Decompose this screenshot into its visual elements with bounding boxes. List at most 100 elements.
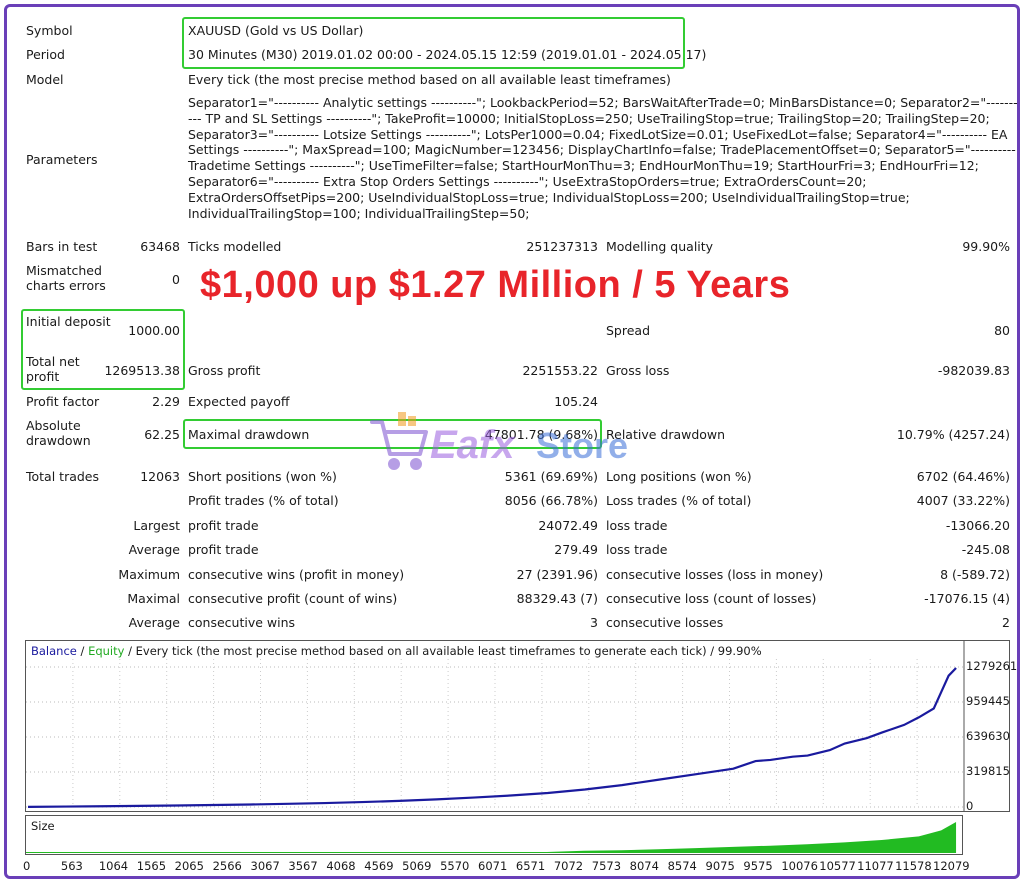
average-profit-value: 279.49	[554, 542, 598, 557]
maximum-label: Maximum	[118, 567, 180, 582]
total-trades-label: Total trades	[26, 469, 100, 484]
x-tick-label: 9575	[743, 859, 773, 873]
gross-profit-value: 2251553.22	[522, 363, 598, 378]
max-consec-wins-label: consecutive wins (profit in money)	[188, 567, 405, 582]
average2-label: Average	[128, 615, 180, 630]
profit-trades-value: 8056 (66.78%)	[504, 493, 598, 508]
avg-consec-losses-value: 2	[1002, 615, 1010, 630]
initial-deposit-label: Initial deposit	[26, 314, 111, 329]
x-tick-label: 563	[60, 859, 83, 873]
loss-trades-value: 4007 (33.22%)	[916, 493, 1010, 508]
largest-loss-value: -13066.20	[945, 518, 1010, 533]
gross-profit-label: Gross profit	[188, 363, 261, 378]
max-consec-losses-label: consecutive losses (loss in money)	[606, 567, 824, 582]
x-tick-label: 11578	[895, 859, 932, 873]
initial-deposit-value: 1000.00	[128, 323, 180, 338]
absolute-drawdown-value: 62.25	[144, 427, 180, 442]
symbol-label: Symbol	[26, 23, 73, 38]
mismatched-value: 0	[172, 272, 180, 287]
ticks-modelled-label: Ticks modelled	[188, 239, 282, 254]
y-tick-label: 1279261	[966, 659, 1018, 673]
long-positions-value: 6702 (64.46%)	[916, 469, 1010, 484]
x-tick-label: 5069	[402, 859, 432, 873]
model-value: Every tick (the most precise method base…	[188, 72, 671, 87]
mismatched-label: Mismatched charts errors	[26, 263, 106, 293]
balance-line	[27, 667, 957, 808]
modelling-quality-label: Modelling quality	[606, 239, 714, 254]
bars-in-test-label: Bars in test	[26, 239, 98, 254]
bars-in-test-value: 63468	[140, 239, 180, 254]
parameters-label: Parameters	[26, 152, 98, 167]
x-tick-label: 5570	[440, 859, 470, 873]
maximal-label: Maximal	[127, 591, 180, 606]
caption-equity: Equity	[88, 644, 125, 658]
x-tick-label: 2566	[212, 859, 242, 873]
x-tick-label: 3067	[250, 859, 280, 873]
x-tick-label: 2065	[174, 859, 204, 873]
x-tick-label: 4068	[326, 859, 356, 873]
balance-chart-caption: Balance / Equity / Every tick (the most …	[31, 644, 762, 658]
average-profit-label: profit trade	[188, 542, 259, 557]
total-net-profit-value: 1269513.38	[104, 363, 180, 378]
x-tick-label: 7573	[591, 859, 622, 873]
short-positions-label: Short positions (won %)	[188, 469, 337, 484]
max-consec-wins-value: 27 (2391.96)	[516, 567, 598, 582]
total-trades-value: 12063	[140, 469, 180, 484]
profit-factor-label: Profit factor	[26, 394, 100, 409]
long-positions-label: Long positions (won %)	[606, 469, 752, 484]
period-label: Period	[26, 47, 65, 62]
largest-loss-label: loss trade	[606, 518, 668, 533]
size-chart-label: Size	[31, 819, 55, 833]
relative-drawdown-label: Relative drawdown	[606, 427, 726, 442]
x-tick-label: 6571	[515, 859, 546, 873]
x-tick-label: 9075	[705, 859, 735, 873]
x-tick-label: 1565	[136, 859, 167, 873]
spread-label: Spread	[606, 323, 651, 338]
y-tick-label: 319815	[966, 764, 1010, 778]
x-tick-label: 3567	[288, 859, 318, 873]
gross-loss-label: Gross loss	[606, 363, 670, 378]
period-value: 30 Minutes (M30) 2019.01.02 00:00 - 2024…	[188, 47, 707, 62]
absolute-drawdown-label: Absolute drawdown	[26, 418, 91, 448]
parameters-value: Separator1="---------- Analytic settings…	[188, 95, 1018, 221]
largest-profit-value: 24072.49	[538, 518, 598, 533]
caption-balance: Balance	[31, 644, 77, 658]
max-consec-losses-value: 8 (-589.72)	[940, 567, 1010, 582]
loss-trades-label: Loss trades (% of total)	[606, 493, 752, 508]
model-label: Model	[26, 72, 64, 87]
avg-consec-losses-label: consecutive losses	[606, 615, 724, 630]
balance-chart-svg	[26, 641, 965, 811]
maximal-consec-loss-label: consecutive loss (count of losses)	[606, 591, 817, 606]
largest-profit-label: profit trade	[188, 518, 259, 533]
maximal-drawdown-value: 47801.78 (9.68%)	[484, 427, 598, 442]
x-tick-label: 10577	[819, 859, 856, 873]
size-chart: Size	[25, 815, 963, 855]
profit-trades-label: Profit trades (% of total)	[188, 493, 339, 508]
average-loss-label: loss trade	[606, 542, 668, 557]
caption-sep: /	[76, 644, 89, 658]
maximal-drawdown-label: Maximal drawdown	[188, 427, 310, 442]
x-tick-label: 4569	[364, 859, 394, 873]
symbol-value: XAUUSD (Gold vs US Dollar)	[188, 23, 364, 38]
caption-rest: / Every tick (the most precise method ba…	[124, 644, 762, 658]
avg-consec-wins-label: consecutive wins	[188, 615, 296, 630]
promo-headline: $1,000 up $1.27 Million / 5 Years	[200, 264, 791, 306]
report-frame	[4, 4, 1020, 879]
size-chart-svg	[26, 822, 957, 853]
average-label: Average	[128, 542, 180, 557]
relative-drawdown-value: 10.79% (4257.24)	[896, 427, 1010, 442]
short-positions-value: 5361 (69.69%)	[504, 469, 598, 484]
balance-chart: Balance / Equity / Every tick (the most …	[25, 640, 1010, 812]
x-tick-label: 8074	[629, 859, 659, 873]
total-net-profit-label: Total net profit	[26, 354, 80, 384]
y-tick-label: 0	[966, 799, 974, 813]
x-tick-label: 7072	[553, 859, 584, 873]
average-loss-value: -245.08	[961, 542, 1010, 557]
maximal-consec-profit-label: consecutive profit (count of wins)	[188, 591, 398, 606]
maximal-consec-loss-value: -17076.15 (4)	[924, 591, 1010, 606]
size-area	[26, 822, 957, 853]
y-tick-label: 959445	[966, 694, 1010, 708]
x-tick-label: 0	[23, 859, 31, 873]
spread-value: 80	[994, 323, 1010, 338]
x-tick-label: 1064	[98, 859, 129, 873]
